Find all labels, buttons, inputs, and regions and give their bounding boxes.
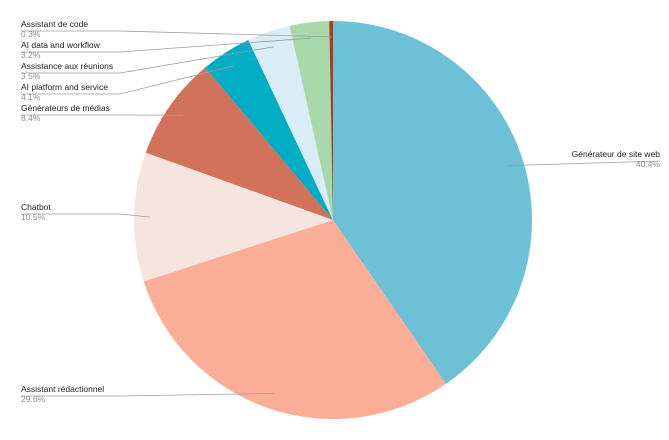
pie-slice-generateurs-de-medias (145, 67, 333, 220)
pie-slice-generateur-de-site-web (333, 21, 532, 384)
leader-line-assistant-redactionnel (21, 393, 275, 397)
slice-label-generateur-de-site-web: Générateur de site web (572, 149, 661, 159)
leader-lines (21, 30, 661, 397)
leader-line-assistance-aux-reunions (21, 46, 274, 74)
pie-slice-assistance-aux-reunions (248, 25, 333, 220)
slice-label-generateurs-de-medias: Générateurs de médias (21, 103, 110, 113)
slice-percent-chatbot: 10.5% (21, 212, 46, 222)
slice-percent-generateurs-de-medias: 8.4% (21, 113, 41, 123)
slice-label-assistant-de-code: Assistant de code (21, 19, 88, 29)
slice-percent-generateur-de-site-web: 40.4% (636, 159, 661, 169)
slice-label-assistance-aux-reunions: Assistance aux réunions (21, 61, 113, 71)
slice-label-assistant-redactionnel: Assistant rédactionnel (21, 384, 104, 394)
slice-percent-assistant-redactionnel: 29.6% (21, 394, 46, 404)
slice-label-ai-data-and-workflow: AI data and workflow (21, 40, 101, 50)
leader-line-chatbot (21, 213, 150, 218)
slice-percent-ai-data-and-workflow: 3.2% (21, 50, 41, 60)
pie-slice-ai-data-and-workflow (289, 21, 333, 220)
slice-percent-assistant-de-code: 0.3% (21, 29, 41, 39)
slice-label-ai-platform-and-service: AI platform and service (21, 82, 108, 92)
pie-slice-assistant-redactionnel (143, 220, 446, 419)
leader-line-ai-data-and-workflow (21, 37, 312, 53)
pie-slices (133, 21, 532, 419)
slice-percent-assistance-aux-reunions: 3.5% (21, 71, 41, 81)
leader-line-assistant-de-code (21, 30, 332, 38)
pie-slice-assistant-de-code (329, 21, 333, 220)
pie-slice-chatbot (133, 152, 333, 282)
leader-line-ai-platform-and-service (21, 65, 235, 95)
slice-label-chatbot: Chatbot (21, 202, 51, 212)
slice-percent-ai-platform-and-service: 4.1% (21, 92, 41, 102)
leader-line-generateur-de-site-web (507, 160, 661, 166)
pie-slice-ai-platform-and-service (205, 39, 333, 220)
